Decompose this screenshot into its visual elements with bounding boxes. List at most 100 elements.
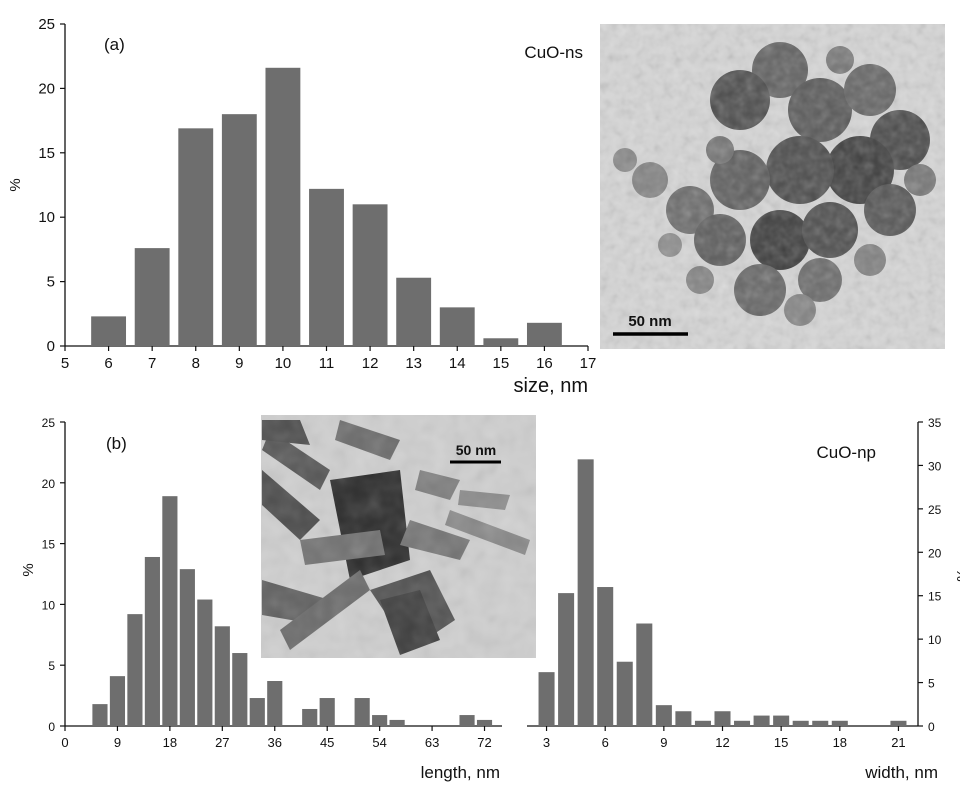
bar [389, 719, 405, 726]
bar [616, 661, 633, 726]
bar [309, 188, 344, 346]
scale-bar-label: 50 nm [628, 313, 671, 330]
y-axis-label: % [20, 563, 37, 576]
x-tick-label: 7 [148, 355, 156, 372]
micrograph-grain [261, 415, 536, 658]
bar [526, 322, 562, 346]
bar [483, 338, 519, 346]
y-tick-label: 5 [47, 274, 55, 291]
bar [178, 128, 214, 346]
sample-label: CuO-np [816, 443, 876, 462]
x-axis-label: size, nm [514, 375, 588, 397]
bar [812, 720, 829, 726]
x-tick-label: 15 [774, 735, 788, 750]
bar [476, 719, 493, 726]
x-tick-label: 5 [61, 355, 69, 372]
y-tick-label: 15 [928, 590, 942, 604]
x-tick-label: 9 [235, 355, 243, 372]
bar [597, 587, 614, 726]
bar [753, 715, 770, 726]
bar [197, 599, 213, 726]
y-tick-label: 0 [48, 720, 55, 734]
y-tick-label: 30 [928, 459, 942, 473]
y-tick-label: 15 [42, 538, 56, 552]
y-tick-label: 10 [38, 209, 55, 226]
x-tick-label: 72 [477, 735, 491, 750]
y-axis-label: % [7, 178, 24, 191]
bar [302, 708, 318, 726]
x-tick-label: 14 [449, 355, 466, 372]
y-tick-label: 0 [928, 720, 935, 734]
bar [249, 698, 265, 726]
y-tick-label: 10 [42, 598, 56, 612]
bar [232, 653, 248, 726]
scale-bar-label: 50 nm [456, 442, 496, 458]
x-tick-label: 18 [833, 735, 847, 750]
bar [221, 114, 257, 346]
panel-label: (b) [106, 434, 127, 453]
bar [792, 720, 809, 726]
x-tick-label: 9 [114, 735, 121, 750]
y-tick-label: 15 [38, 145, 55, 162]
y-tick-label: 35 [928, 416, 942, 430]
bar [734, 720, 751, 726]
x-tick-label: 6 [602, 735, 609, 750]
bar [396, 277, 432, 346]
x-tick-label: 18 [163, 735, 177, 750]
x-tick-label: 36 [268, 735, 282, 750]
x-tick-label: 54 [372, 735, 386, 750]
x-tick-label: 10 [275, 355, 292, 372]
micrograph-grain [600, 24, 945, 349]
panel-label: (a) [104, 35, 125, 54]
bar [538, 672, 555, 726]
bar [655, 705, 672, 726]
bar [144, 556, 160, 726]
bar [127, 614, 143, 726]
y-axis-label: % [953, 568, 960, 581]
y-tick-label: 0 [47, 338, 55, 355]
y-tick-label: 20 [928, 546, 942, 560]
bar [714, 711, 731, 726]
bar [109, 676, 126, 726]
y-tick-label: 5 [48, 659, 55, 673]
bar [134, 248, 170, 346]
length-histogram: 0 5 10 15 20 25 0 9 18 27 36 45 54 63 72 % length, nm… [20, 416, 502, 782]
bar [890, 720, 907, 726]
bar [675, 711, 692, 726]
bar [265, 67, 301, 347]
y-tick-label: 10 [928, 633, 942, 647]
bar [354, 698, 370, 726]
bar [91, 316, 127, 346]
x-tick-label: 0 [61, 735, 68, 750]
y-tick-label: 25 [42, 416, 56, 430]
bar [773, 715, 790, 726]
x-tick-label: 13 [405, 355, 422, 372]
x-tick-label: 6 [104, 355, 112, 372]
y-tick-label: 20 [38, 80, 55, 97]
x-tick-label: 12 [362, 355, 379, 372]
bar [636, 623, 653, 726]
bar [179, 569, 195, 726]
x-tick-label: 12 [715, 735, 729, 750]
bar [558, 593, 575, 726]
bar [319, 698, 335, 726]
bar [372, 715, 388, 726]
y-tick-label: 5 [928, 677, 935, 691]
bar [459, 715, 475, 726]
bar [831, 720, 848, 726]
width-histogram: 0 5 10 15 20 25 30 35 3 6 9 12 15 18 21 % width, nm C… [527, 416, 960, 782]
bar [162, 496, 178, 726]
x-tick-label: 15 [492, 355, 509, 372]
bar [352, 204, 388, 346]
x-tick-label: 3 [543, 735, 550, 750]
x-tick-label: 21 [891, 735, 905, 750]
sample-label: CuO-ns [524, 43, 583, 62]
x-tick-label: 63 [425, 735, 439, 750]
x-tick-label: 8 [192, 355, 200, 372]
bar [439, 307, 475, 346]
x-tick-label: 16 [536, 355, 553, 372]
x-tick-label: 17 [580, 355, 597, 372]
x-tick-label: 11 [319, 355, 335, 372]
